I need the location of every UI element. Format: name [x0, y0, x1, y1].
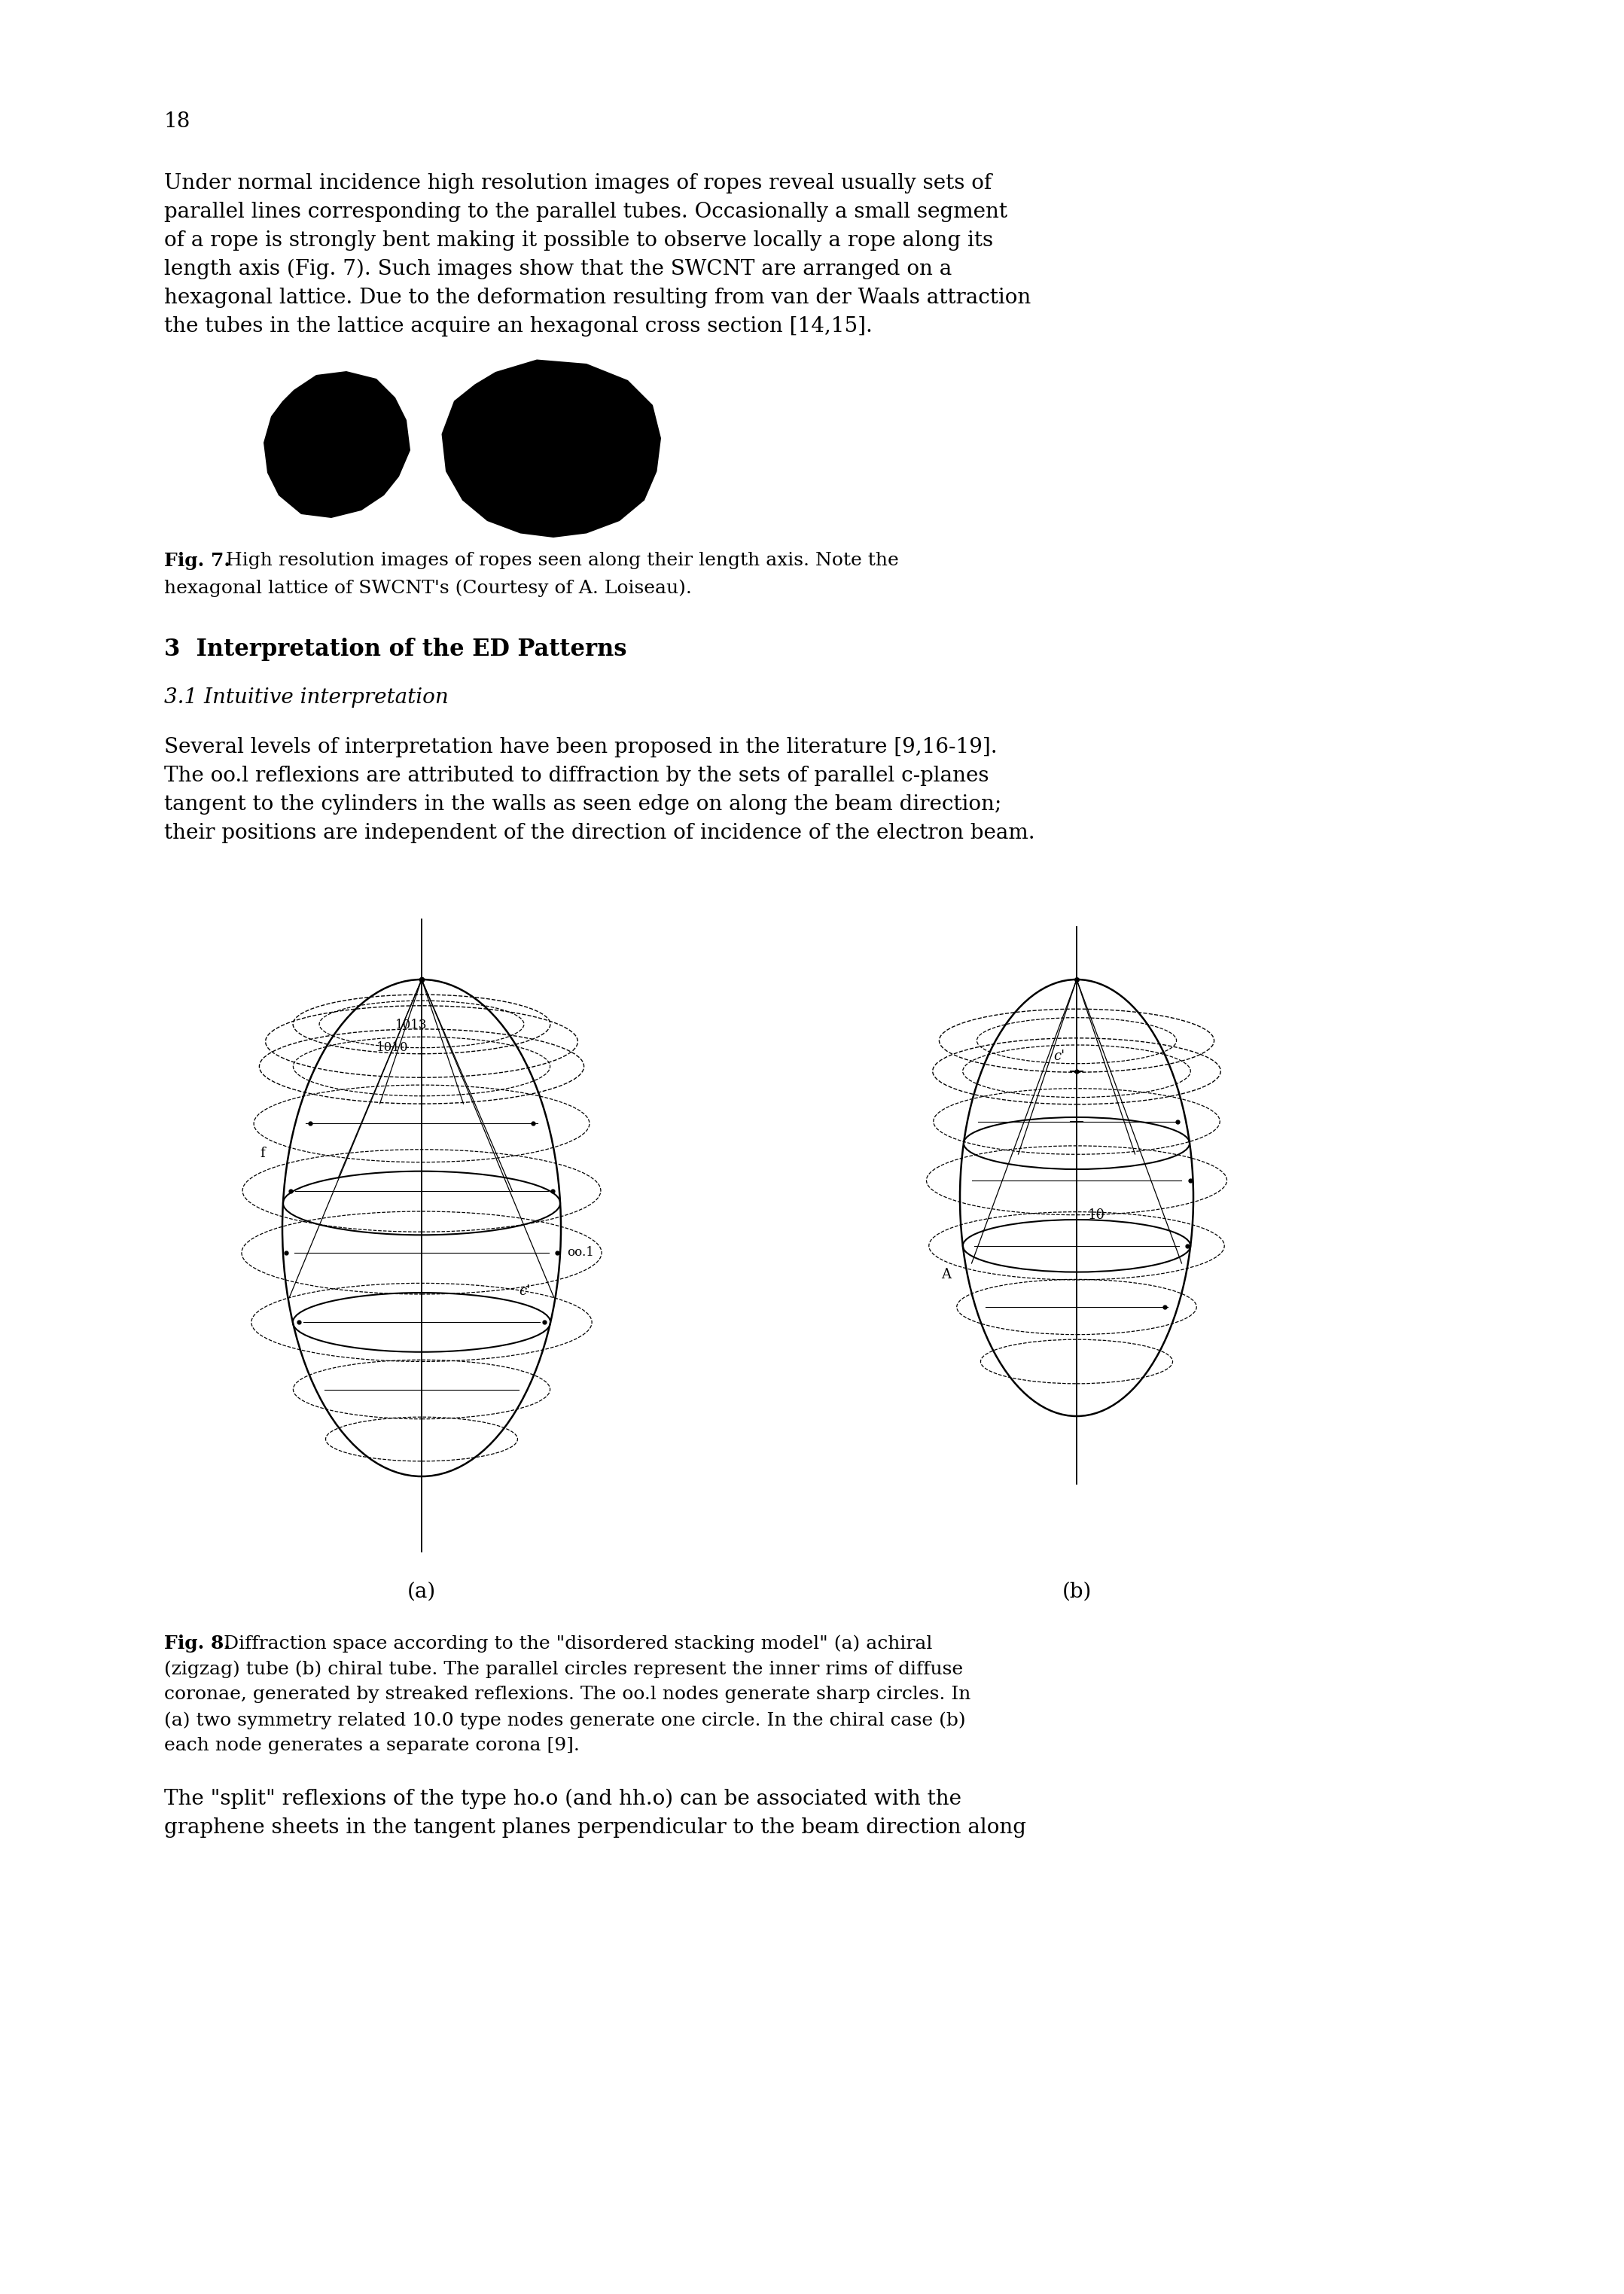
- Text: each node generates a separate corona [9].: each node generates a separate corona [9…: [164, 1737, 580, 1755]
- Text: 3  Interpretation of the ED Patterns: 3 Interpretation of the ED Patterns: [164, 638, 627, 661]
- PathPatch shape: [263, 372, 411, 518]
- Text: f: f: [260, 1147, 265, 1161]
- Text: The oo.l reflexions are attributed to diffraction by the sets of parallel c-plan: The oo.l reflexions are attributed to di…: [164, 766, 989, 787]
- Text: parallel lines corresponding to the parallel tubes. Occasionally a small segment: parallel lines corresponding to the para…: [164, 202, 1007, 223]
- Text: Fig. 8.: Fig. 8.: [164, 1636, 231, 1652]
- Text: the tubes in the lattice acquire an hexagonal cross section [14,15].: the tubes in the lattice acquire an hexa…: [164, 317, 872, 337]
- Text: hexagonal lattice. Due to the deformation resulting from van der Waals attractio: hexagonal lattice. Due to the deformatio…: [164, 287, 1031, 307]
- Text: Diffraction space according to the "disordered stacking model" (a) achiral: Diffraction space according to the "diso…: [218, 1636, 932, 1652]
- Text: Several levels of interpretation have been proposed in the literature [9,16-19].: Several levels of interpretation have be…: [164, 736, 997, 757]
- Text: High resolution images of ropes seen along their length axis. Note the: High resolution images of ropes seen alo…: [219, 553, 898, 569]
- Text: Under normal incidence high resolution images of ropes reveal usually sets of: Under normal incidence high resolution i…: [164, 172, 992, 193]
- Text: (b): (b): [1062, 1583, 1091, 1601]
- Text: 18: 18: [164, 112, 190, 131]
- Text: c': c': [1054, 1048, 1065, 1062]
- Text: of a rope is strongly bent making it possible to observe locally a rope along it: of a rope is strongly bent making it pos…: [164, 229, 994, 250]
- Text: tangent to the cylinders in the walls as seen edge on along the beam direction;: tangent to the cylinders in the walls as…: [164, 794, 1002, 814]
- Text: hexagonal lattice of SWCNT's (Courtesy of A. Loiseau).: hexagonal lattice of SWCNT's (Courtesy o…: [164, 578, 692, 596]
- Text: The "split" reflexions of the type ho.o (and hh.o) can be associated with the: The "split" reflexions of the type ho.o …: [164, 1789, 961, 1810]
- Text: length axis (Fig. 7). Such images show that the SWCNT are arranged on a: length axis (Fig. 7). Such images show t…: [164, 259, 952, 280]
- Text: A: A: [942, 1269, 952, 1280]
- Text: (zigzag) tube (b) chiral tube. The parallel circles represent the inner rims of : (zigzag) tube (b) chiral tube. The paral…: [164, 1661, 963, 1677]
- Text: 1010: 1010: [377, 1041, 409, 1053]
- Text: (a): (a): [408, 1583, 435, 1601]
- Text: c': c': [520, 1285, 531, 1298]
- Text: their positions are independent of the direction of incidence of the electron be: their positions are independent of the d…: [164, 824, 1034, 844]
- Text: coronae, generated by streaked reflexions. The oo.l nodes generate sharp circles: coronae, generated by streaked reflexion…: [164, 1686, 971, 1702]
- Text: (a) two symmetry related 10.0 type nodes generate one circle. In the chiral case: (a) two symmetry related 10.0 type nodes…: [164, 1711, 966, 1730]
- Text: 3.1 Intuitive interpretation: 3.1 Intuitive interpretation: [164, 688, 448, 709]
- Text: oo.1: oo.1: [567, 1246, 594, 1259]
- Text: graphene sheets in the tangent planes perpendicular to the beam direction along: graphene sheets in the tangent planes pe…: [164, 1817, 1026, 1837]
- Text: 10: 10: [1088, 1209, 1106, 1223]
- Text: Fig. 7.: Fig. 7.: [164, 553, 231, 569]
- Text: 1013: 1013: [395, 1019, 427, 1032]
- PathPatch shape: [442, 360, 661, 537]
